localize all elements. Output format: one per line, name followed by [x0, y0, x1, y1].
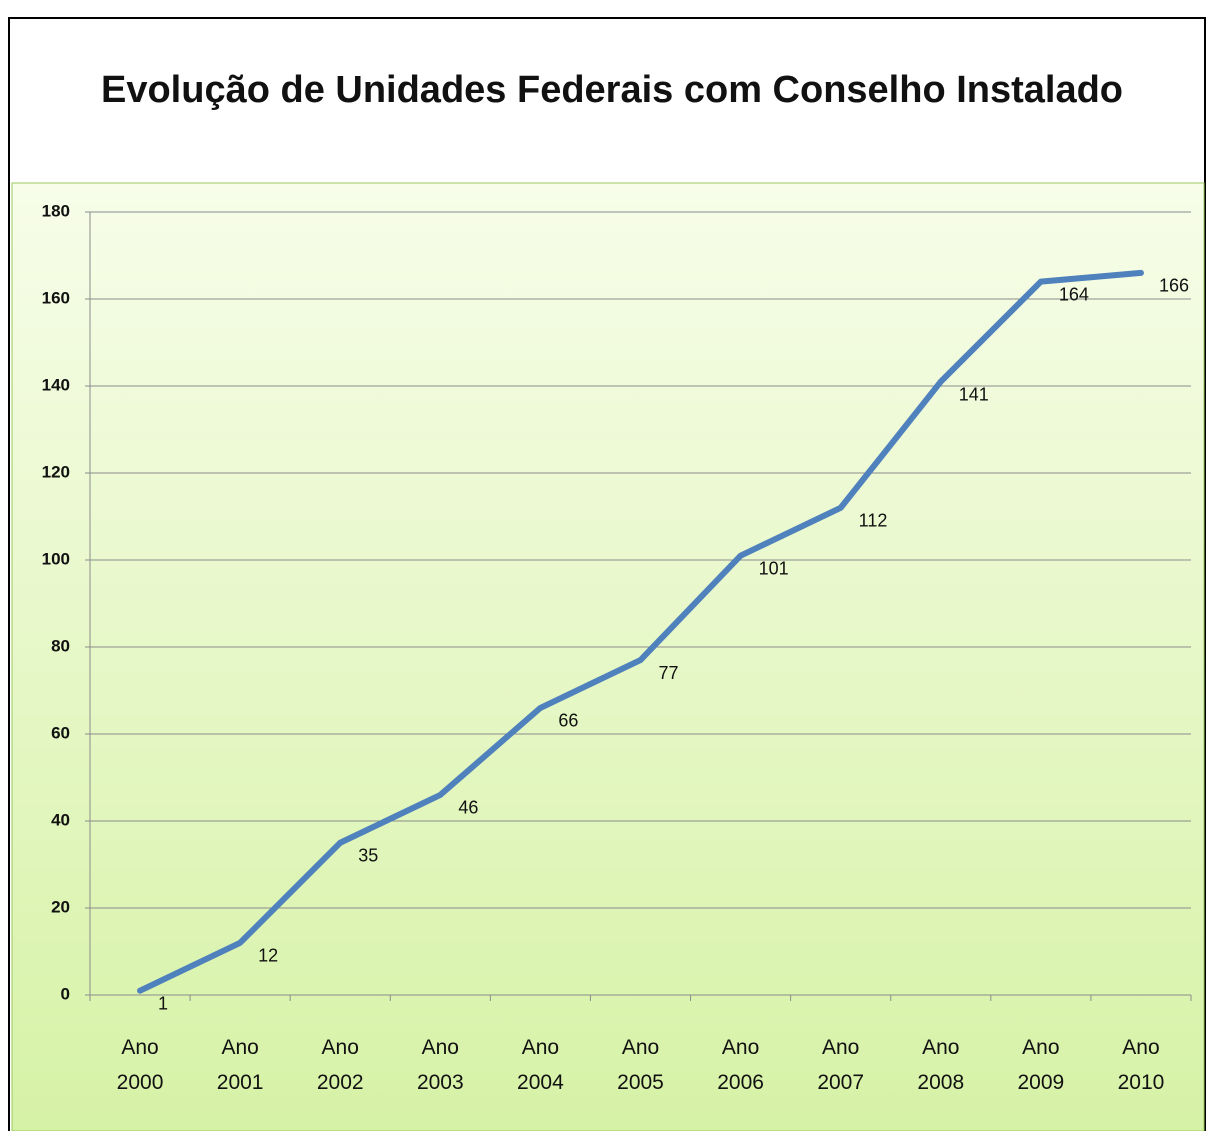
x-tick-label: Ano 2006	[717, 1036, 764, 1094]
data-line	[137, 269, 1144, 994]
y-tick-label: 0	[61, 984, 70, 1003]
y-tick-label: 80	[51, 636, 70, 655]
chart-title: Evolução de Unidades Federais com Consel…	[101, 69, 1123, 111]
x-tick-label: Ano 2001	[217, 1036, 264, 1094]
data-label: 12	[258, 946, 278, 966]
data-label: 77	[659, 663, 679, 683]
data-label: 164	[1059, 284, 1089, 304]
plot-background	[11, 182, 1205, 1132]
y-tick-label: 120	[42, 462, 70, 481]
y-tick-label: 160	[42, 288, 70, 307]
y-tick-label: 140	[42, 375, 70, 394]
data-label: 46	[458, 798, 478, 818]
data-label: 101	[759, 558, 789, 578]
x-tick-label: Ano 2003	[417, 1036, 464, 1094]
data-label: 141	[959, 384, 989, 404]
data-label: 112	[859, 511, 888, 531]
x-tick-label: Ano 2002	[317, 1036, 364, 1094]
x-tick-label: Ano 2007	[817, 1036, 864, 1094]
y-tick-label: 60	[51, 723, 70, 742]
x-tick-label: Ano 2004	[517, 1036, 564, 1094]
x-tick-label: Ano 2000	[117, 1036, 164, 1094]
x-tick-label: Ano 2010	[1118, 1036, 1165, 1094]
y-tick-label: 100	[42, 549, 70, 568]
x-tick-label: Ano 2009	[1018, 1036, 1065, 1094]
plot: 0 20 40 60 80 100 120 140 160 180 Ano 2000 Ano 2001 An…	[42, 201, 1192, 1094]
y-tick-label: 40	[51, 810, 70, 829]
x-tick-label: Ano 2008	[917, 1036, 964, 1094]
data-label: 1	[158, 993, 168, 1013]
data-label: 35	[358, 846, 378, 866]
y-tick-label: 20	[51, 897, 70, 916]
data-label: 66	[558, 711, 578, 731]
data-label: 166	[1159, 276, 1189, 296]
x-tick-label: Ano 2005	[617, 1036, 664, 1094]
y-tick-label: 180	[42, 201, 70, 220]
